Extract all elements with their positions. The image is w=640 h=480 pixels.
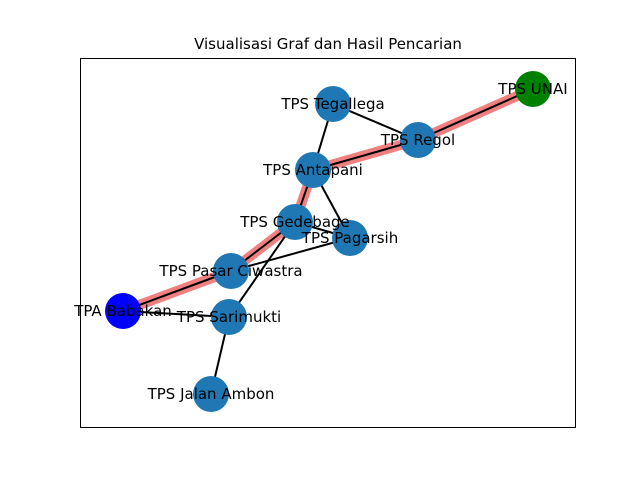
node-unai xyxy=(515,71,551,107)
node-label-sarimukti: TPS Sarimukti xyxy=(176,308,281,326)
node-label-babakan: TPA Babakan xyxy=(73,302,172,320)
node-sarimukti xyxy=(211,299,247,335)
node-cijuastra xyxy=(213,253,249,289)
node-tegallega xyxy=(315,86,351,122)
node-label-gedebage: TPS Gedebage xyxy=(239,213,350,231)
node-label-cijuastra: TPS Pasar Ciwastra xyxy=(158,262,302,280)
node-label-unai: TPS UNAI xyxy=(497,80,567,98)
node-label-regol: TPS Regol xyxy=(380,131,455,149)
node-antapani xyxy=(295,152,331,188)
edge-cijuastra-babakan xyxy=(122,270,232,312)
node-regol xyxy=(400,122,436,158)
edge-gedebage-sarimukti xyxy=(228,221,296,318)
node-label-ambon: TPS Jalan Ambon xyxy=(147,385,275,403)
edge-regol-unai xyxy=(417,88,534,141)
figure-title: Visualisasi Graf dan Hasil Pencarian xyxy=(194,35,462,53)
node-label-tegallega: TPS Tegallega xyxy=(280,95,384,113)
edge-regol-antapani xyxy=(312,139,419,171)
node-ambon xyxy=(193,376,229,412)
node-gedebage xyxy=(277,204,313,240)
plot-frame xyxy=(80,58,576,428)
node-babakan xyxy=(105,293,141,329)
node-pagarsih xyxy=(332,220,368,256)
node-label-antapani: TPS Antapani xyxy=(262,161,363,179)
node-label-pagarsih: TPS Pagarsih xyxy=(301,229,398,247)
node-labels: TPS Tegallega TPS UNAI TPS Regol TPS Antapa… xyxy=(73,80,568,403)
graph-nodes xyxy=(105,71,551,412)
edge-pagarsih-cijuastra xyxy=(230,237,351,272)
